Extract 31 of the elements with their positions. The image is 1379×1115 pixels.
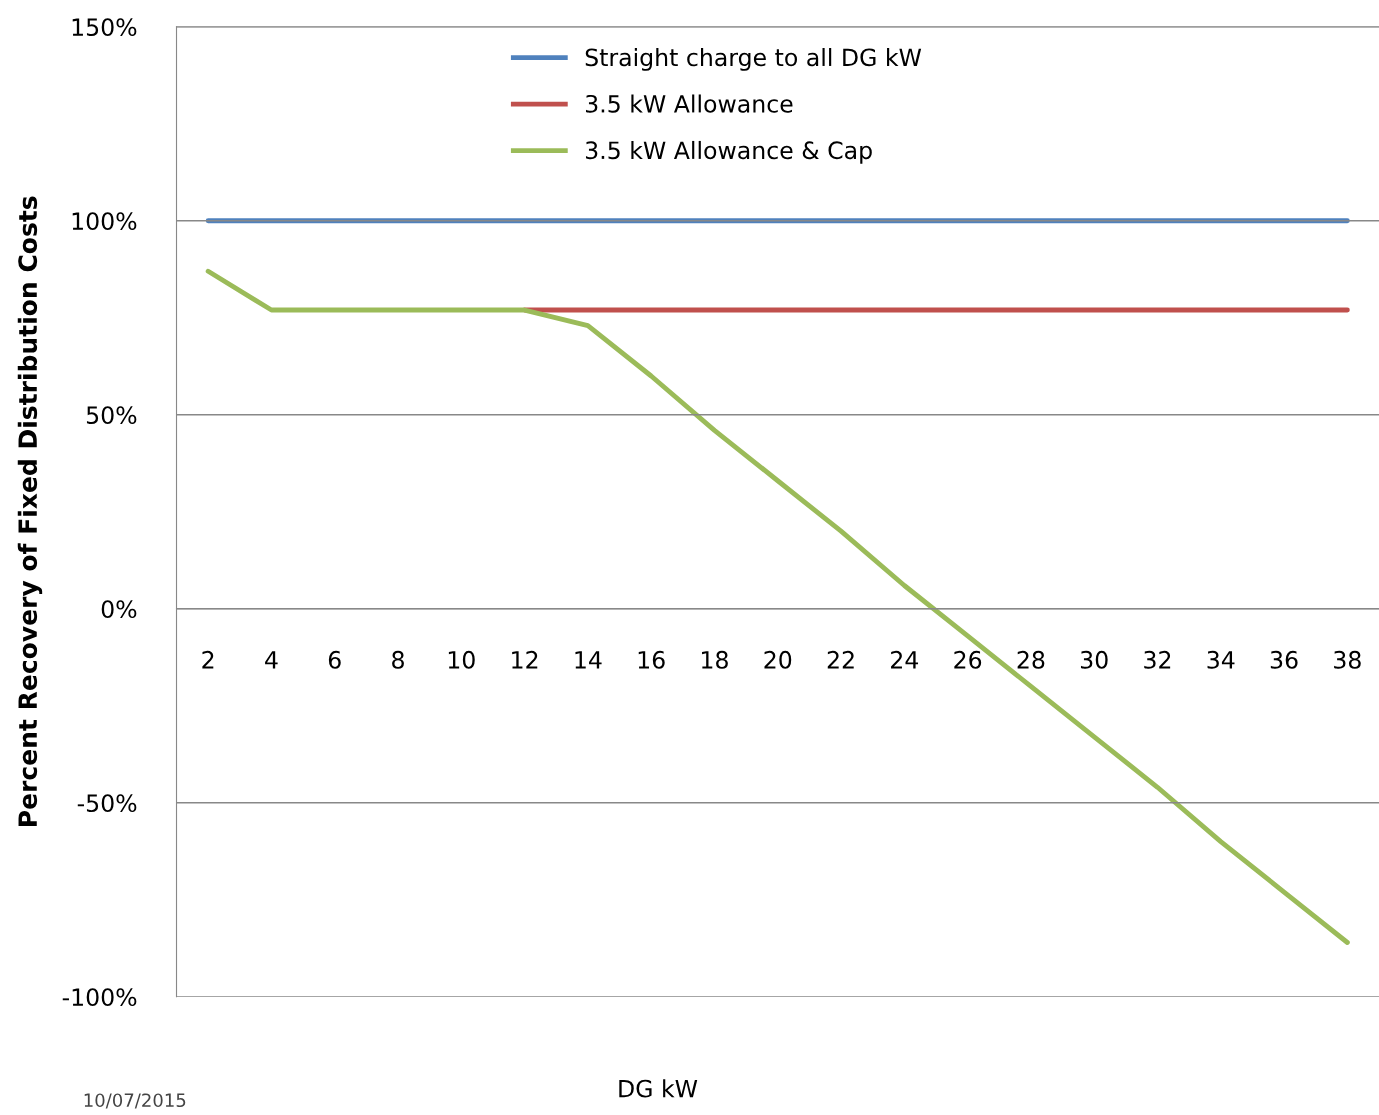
x-tick-label: 32	[1144, 650, 1171, 669]
legend-label: 3.5 kW Allowance & Cap	[585, 140, 872, 164]
x-tick-label: 38	[1334, 650, 1361, 669]
y-tick-label: -50%	[77, 794, 137, 813]
y-tick-label: 0%	[101, 600, 137, 619]
x-tick-label: 18	[702, 650, 728, 669]
x-tick-label: 34	[1207, 650, 1235, 669]
x-tick-label: 22	[827, 650, 854, 669]
x-tick-label: 14	[575, 651, 602, 669]
x-tick-label: 30	[1080, 650, 1108, 669]
x-tick-label: 8	[392, 650, 404, 669]
x-tick-label: 12	[512, 650, 538, 669]
x-tick-label: 4	[265, 651, 278, 669]
y-axis-title: Percent Recovery of Fixed Distribution Costs	[17, 196, 43, 826]
x-tick-label: 2	[202, 650, 214, 669]
x-tick-label: 36	[1270, 650, 1298, 669]
x-tick-label: 28	[1017, 650, 1045, 669]
x-tick-label: 10	[448, 650, 475, 669]
x-tick-label: 24	[891, 650, 919, 669]
y-tick-label: 150%	[72, 18, 137, 37]
x-tick-label: 26	[954, 650, 982, 669]
x-tick-label: 6	[328, 650, 341, 669]
x-tick-label: 16	[638, 650, 665, 669]
legend-label: 3.5 kW Allowance	[585, 94, 793, 113]
x-tick-label: 20	[764, 650, 792, 669]
x-axis-title: DG kW	[619, 1079, 698, 1098]
y-tick-label: 50%	[86, 406, 137, 425]
text: 10/07/2015	[84, 1093, 186, 1109]
y-tick-label: 100%	[72, 212, 137, 231]
y-tick-label: -100%	[62, 988, 137, 1007]
legend-label: Straight charge to all DG kW	[585, 48, 922, 71]
